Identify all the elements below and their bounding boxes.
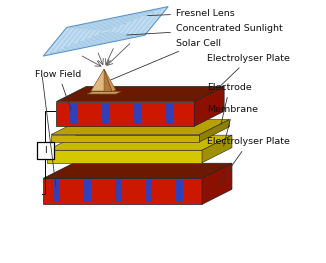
Bar <box>133 104 141 124</box>
Polygon shape <box>104 69 116 92</box>
Polygon shape <box>47 135 232 150</box>
Bar <box>101 104 109 124</box>
Text: Concentrated Sunlight: Concentrated Sunlight <box>127 24 283 35</box>
Polygon shape <box>47 150 202 163</box>
Polygon shape <box>51 135 200 142</box>
Polygon shape <box>91 69 112 92</box>
Text: Solar Cell: Solar Cell <box>111 38 221 80</box>
Text: Membrane: Membrane <box>207 105 258 146</box>
Bar <box>69 104 77 124</box>
Bar <box>176 180 183 202</box>
Polygon shape <box>43 178 202 204</box>
Text: Flow Field: Flow Field <box>36 70 82 110</box>
Text: Electrode: Electrode <box>207 83 252 124</box>
Text: Fresnel Lens: Fresnel Lens <box>148 9 235 18</box>
Bar <box>54 180 60 202</box>
Polygon shape <box>202 163 232 204</box>
Polygon shape <box>56 102 194 126</box>
Bar <box>37 142 54 159</box>
Polygon shape <box>43 163 232 178</box>
Polygon shape <box>194 87 224 126</box>
Polygon shape <box>202 135 232 163</box>
Text: I: I <box>44 146 47 155</box>
Polygon shape <box>43 7 168 56</box>
Polygon shape <box>200 119 230 142</box>
Text: Electrolyser Plate: Electrolyser Plate <box>207 54 290 89</box>
Bar <box>115 180 122 202</box>
Polygon shape <box>91 69 104 92</box>
Bar <box>84 180 91 202</box>
Bar <box>165 104 172 124</box>
Polygon shape <box>51 119 230 135</box>
Polygon shape <box>56 87 224 102</box>
Polygon shape <box>87 92 121 94</box>
Text: Electrolyser Plate: Electrolyser Plate <box>207 137 290 185</box>
Bar <box>146 180 152 202</box>
